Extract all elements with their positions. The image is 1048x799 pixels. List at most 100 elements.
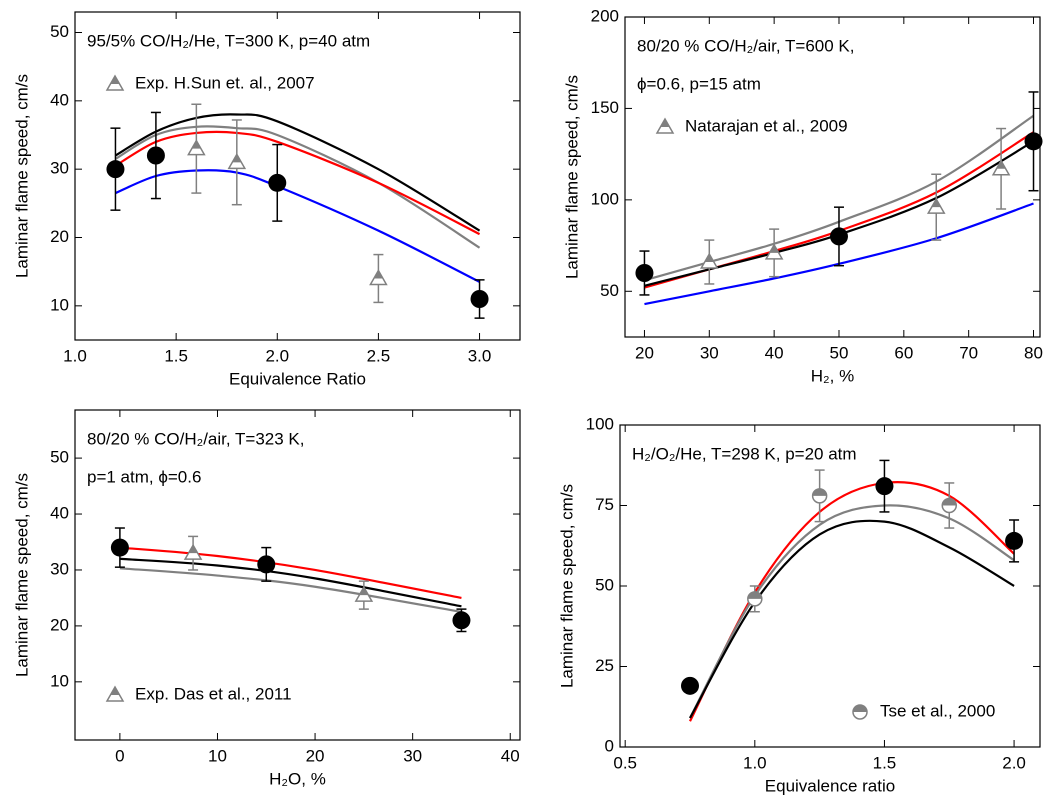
- marker-circle: [829, 227, 848, 246]
- y-axis-label: Laminar flame speed, cm/s: [562, 75, 581, 279]
- marker: [700, 252, 719, 269]
- y-tick-label: 20: [50, 615, 69, 634]
- x-tick-label: 2.0: [265, 346, 289, 365]
- marker: [655, 117, 675, 134]
- x-axis-label: Equivalence ratio: [765, 776, 895, 795]
- marker: [227, 152, 247, 170]
- x-tick-label: 0: [115, 746, 124, 765]
- marker: [106, 160, 125, 179]
- marker: [354, 585, 374, 602]
- annotation: p=1 atm, ϕ=0.6: [87, 467, 201, 486]
- y-tick-label: 100: [591, 189, 619, 208]
- model-line: [115, 169, 481, 283]
- x-tick-label: 1.0: [63, 346, 87, 365]
- marker: [1005, 531, 1024, 550]
- model-line: [119, 546, 462, 600]
- panel: 0.5 1.0 1.5 2.0 0 25 50 75 100 Equivalence ratio L…: [557, 414, 1041, 795]
- annotation: 80/20 % CO/H₂/air, T=600 K,: [637, 36, 854, 55]
- marker-half: [812, 488, 827, 496]
- y-tick-label: 10: [50, 671, 69, 690]
- plot-frame: [619, 424, 1041, 748]
- marker-triangle-top: [705, 254, 714, 263]
- marker: [811, 488, 828, 504]
- marker: [187, 139, 206, 156]
- marker-circle: [146, 146, 165, 165]
- y-tick-label: 75: [595, 495, 614, 514]
- model-line: [114, 130, 481, 236]
- marker-circle: [1005, 531, 1024, 550]
- y-axis-label: Laminar flame speed, cm/s: [557, 484, 576, 688]
- x-tick-label: 1.0: [743, 753, 767, 772]
- x-tick-label: 60: [894, 343, 913, 362]
- marker-circle: [681, 676, 699, 695]
- marker-triangle-top: [359, 587, 368, 596]
- x-axis-label: Equivalence Ratio: [229, 369, 366, 388]
- x-tick-label: 1.5: [164, 346, 188, 365]
- marker: [875, 477, 894, 496]
- marker-triangle-top: [770, 244, 779, 253]
- x-tick-label: 70: [959, 343, 978, 362]
- marker: [268, 173, 287, 192]
- legend-label: Exp. Das et al., 2011: [135, 684, 292, 703]
- x-tick-label: 2.5: [367, 346, 391, 365]
- y-axis-label: Laminar flame speed, cm/s: [12, 473, 31, 677]
- y-tick-label: 50: [50, 22, 69, 41]
- marker-circle: [110, 538, 129, 557]
- marker: [991, 159, 1011, 176]
- x-tick-label: 50: [830, 343, 849, 362]
- marker: [635, 264, 654, 282]
- panel: 20 30 40 50 60 70 80 50 100 150 200 H₂, % Laminar fl…: [562, 6, 1042, 385]
- marker: [470, 290, 489, 308]
- x-tick-label: 30: [403, 746, 422, 765]
- marker-circle: [452, 611, 471, 630]
- marker: [105, 74, 125, 91]
- x-tick-label: 1.5: [873, 753, 897, 772]
- y-tick-label: 50: [595, 575, 614, 594]
- y-tick-label: 40: [50, 90, 69, 109]
- marker: [257, 555, 276, 574]
- marker: [1024, 132, 1043, 151]
- marker-circle: [470, 290, 489, 308]
- annotation: H₂/O₂/He, T=298 K, p=20 atm: [632, 444, 857, 463]
- marker-half: [853, 705, 867, 712]
- marker-triangle-top: [997, 160, 1006, 169]
- marker: [941, 497, 958, 514]
- marker: [747, 591, 763, 607]
- model-line: [689, 481, 1015, 722]
- y-tick-label: 0: [605, 736, 614, 755]
- marker: [926, 197, 946, 214]
- y-axis-label: Laminar flame speed, cm/s: [12, 74, 31, 278]
- marker-circle: [1024, 132, 1043, 151]
- marker-half: [747, 591, 762, 599]
- x-tick-label: 80: [1024, 343, 1043, 362]
- model-line: [114, 125, 481, 249]
- marker-triangle-top: [192, 140, 201, 149]
- marker-triangle-top: [232, 154, 241, 163]
- marker: [829, 227, 848, 246]
- model-line: [689, 504, 1015, 719]
- marker: [452, 611, 471, 630]
- marker-triangle-top: [111, 76, 119, 84]
- plot-frame: [74, 11, 521, 341]
- model-line: [119, 557, 462, 608]
- x-tick-label: 40: [501, 746, 520, 765]
- legend-label: Exp. H.Sun et. al., 2007: [135, 73, 315, 92]
- x-tick-label: 3.0: [468, 346, 492, 365]
- x-axis-label: H₂O, %: [269, 769, 326, 788]
- plot-frame: [74, 409, 521, 741]
- y-tick-label: 150: [591, 98, 619, 117]
- marker-triangle-top: [189, 545, 198, 554]
- marker-circle: [268, 173, 287, 192]
- y-tick-label: 20: [50, 227, 69, 246]
- marker-circle: [635, 264, 654, 282]
- marker-triangle-top: [932, 199, 941, 208]
- y-tick-label: 40: [50, 504, 69, 523]
- marker-triangle-top: [661, 119, 669, 127]
- legend-label: Tse et al., 2000: [880, 701, 995, 720]
- marker-half: [942, 498, 957, 506]
- y-tick-label: 25: [595, 656, 614, 675]
- x-axis-label: H₂, %: [811, 366, 854, 385]
- marker: [852, 704, 868, 720]
- marker: [681, 676, 699, 695]
- marker: [105, 685, 125, 702]
